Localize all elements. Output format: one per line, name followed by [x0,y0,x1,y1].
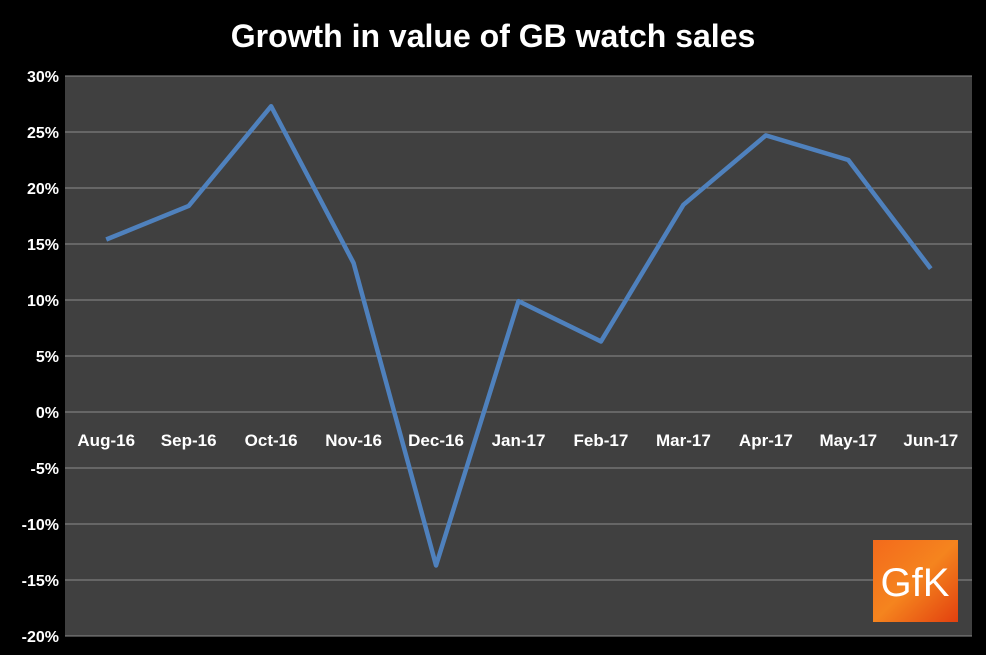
x-tick-label: Oct-16 [245,431,298,450]
y-tick-label: 30% [27,69,59,86]
y-tick-label: -5% [31,461,59,478]
x-tick-label: Mar-17 [656,431,711,450]
series-line [105,103,933,568]
x-tick-label: Sep-16 [161,431,217,450]
x-tick-label: Dec-16 [408,431,464,450]
y-tick-label: 25% [27,125,59,142]
y-tick-label: -10% [22,517,59,534]
y-tick-label: 10% [27,293,59,310]
x-tick-label: Jun-17 [903,431,958,450]
x-tick-label: Feb-17 [574,431,629,450]
chart-title: Growth in value of GB watch sales [231,18,756,54]
x-tick-label: Apr-17 [739,431,793,450]
x-tick-label: Jan-17 [492,431,546,450]
x-tick-label: May-17 [819,431,877,450]
y-tick-label: 5% [36,349,59,366]
x-tick-label: Nov-16 [325,431,382,450]
y-tick-label: 0% [36,405,59,422]
y-tick-label: -20% [22,629,59,646]
x-tick-label: Aug-16 [77,431,135,450]
y-tick-label: 20% [27,181,59,198]
gfk-logo: GfK [873,540,958,622]
y-tick-label: -15% [22,573,59,590]
y-tick-label: 15% [27,237,59,254]
gfk-logo-text: GfK [881,561,950,605]
